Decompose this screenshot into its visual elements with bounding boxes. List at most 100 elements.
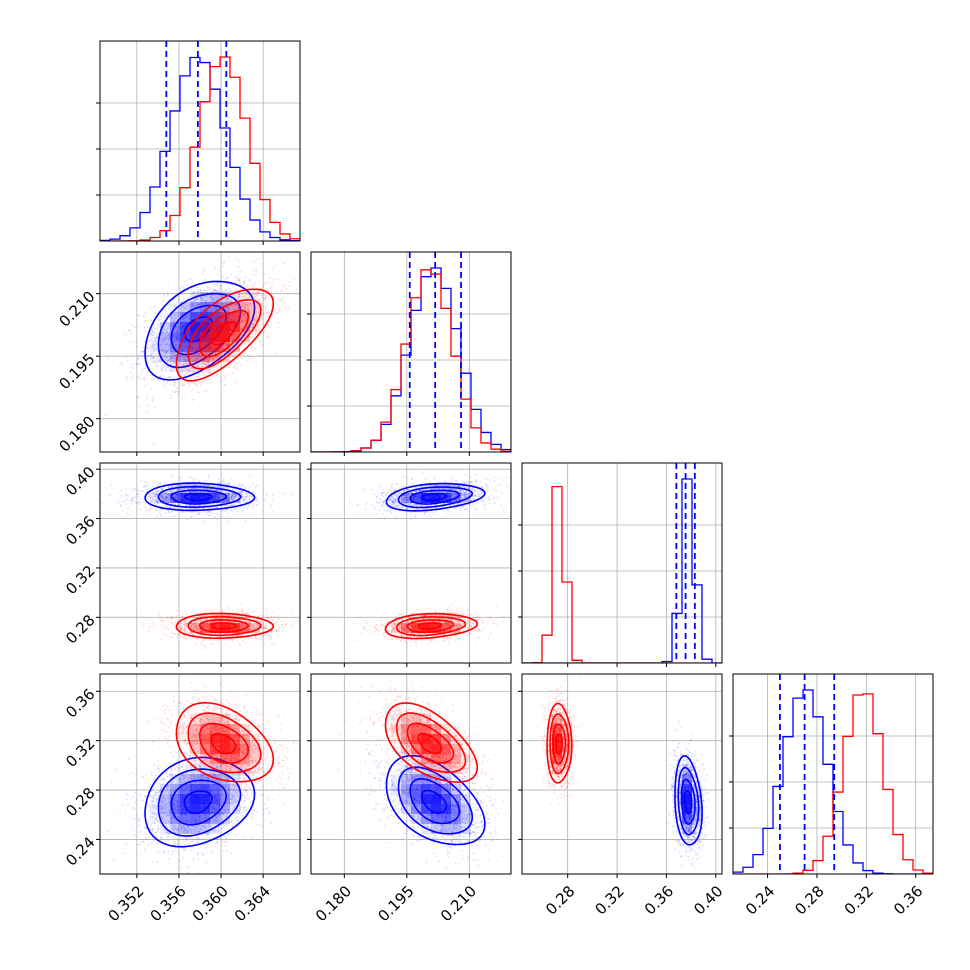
scatter-point-blue [212, 283, 215, 286]
scatter-point-blue [204, 488, 207, 490]
scatter-point-blue [146, 351, 149, 354]
scatter-point-red [196, 359, 198, 361]
scatter-point-blue [193, 370, 196, 373]
scatter-point-blue [235, 494, 238, 497]
scatter-point-red [193, 368, 196, 371]
density-bin-blue [190, 483, 200, 493]
scatter-point-blue [124, 377, 127, 380]
scatter-point-blue [178, 326, 181, 328]
scatter-point-red [183, 384, 185, 387]
scatter-point-blue [131, 363, 134, 366]
scatter-point-red [264, 273, 266, 276]
scatter-point-red [277, 310, 280, 313]
y-tick-label: 0.195 [55, 350, 98, 393]
scatter-point-red [183, 343, 186, 346]
scatter-point-blue [151, 346, 153, 348]
scatter-point-blue [195, 298, 198, 301]
density-bin-blue [230, 292, 240, 302]
scatter-point-blue [175, 489, 178, 492]
scatter-point-blue [181, 355, 184, 357]
density-bin-blue [190, 312, 200, 322]
scatter-point-red [237, 296, 240, 299]
scatter-point-blue [145, 484, 148, 486]
scatter-point-red [185, 330, 187, 332]
scatter-point-red [192, 348, 194, 350]
scatter-point-red [262, 313, 265, 315]
scatter-point-blue [243, 500, 245, 502]
scatter-point-blue [133, 501, 136, 503]
scatter-point-blue [188, 304, 191, 306]
scatter-point-blue [161, 340, 164, 343]
scatter-point-blue [221, 303, 224, 306]
scatter-point-blue [196, 504, 199, 507]
scatter-point-red [237, 295, 240, 298]
scatter-point-blue [150, 332, 152, 335]
scatter-point-blue [155, 493, 158, 496]
scatter-point-blue [199, 288, 202, 291]
scatter-point-blue [195, 478, 198, 481]
scatter-point-blue [173, 488, 175, 491]
scatter-point-red [230, 356, 233, 358]
scatter-point-red [250, 344, 252, 347]
scatter-point-red [229, 301, 232, 303]
scatter-point-red [226, 305, 229, 308]
scatter-point-red [259, 318, 262, 321]
scatter-point-blue [179, 287, 182, 290]
scatter-point-blue [186, 297, 189, 300]
scatter-point-blue [238, 491, 241, 493]
scatter-point-blue [168, 505, 171, 508]
scatter-point-blue [165, 492, 168, 494]
scatter-point-red [262, 323, 265, 325]
scatter-point-blue [191, 288, 193, 290]
scatter-point-blue [190, 366, 192, 369]
scatter-point-blue [162, 492, 165, 494]
contour-red [198, 309, 250, 358]
scatter-point-red [275, 306, 278, 309]
scatter-point-blue [209, 358, 212, 360]
scatter-point-blue [219, 481, 222, 483]
scatter-point-blue [280, 298, 283, 301]
scatter-point-red [197, 362, 199, 365]
scatter-point-blue [139, 508, 142, 511]
scatter-point-blue [220, 502, 223, 505]
scatter-point-blue [216, 289, 219, 292]
scatter-point-blue [223, 383, 226, 386]
scatter-point-blue [200, 355, 203, 358]
density-bin-red [240, 312, 250, 322]
density-bin-red [180, 362, 190, 372]
scatter-point-red [181, 369, 184, 372]
density-bin-red [210, 332, 220, 342]
scatter-point-blue [155, 493, 158, 496]
scatter-point-blue [156, 502, 159, 505]
scatter-point-red [229, 363, 232, 365]
scatter-point-blue [171, 510, 174, 513]
scatter-point-blue [130, 503, 133, 505]
scatter-point-blue [234, 307, 236, 310]
scatter-point-red [215, 304, 218, 307]
scatter-point-blue [167, 323, 170, 326]
scatter-point-blue [235, 281, 237, 284]
scatter-point-blue [227, 297, 230, 300]
scatter-point-red [143, 376, 146, 379]
scatter-point-red [201, 371, 203, 374]
scatter-point-blue [131, 487, 134, 490]
scatter-point-blue [229, 290, 232, 292]
scatter-point-red [176, 620, 179, 622]
scatter-point-blue [143, 500, 145, 503]
scatter-point-blue [226, 300, 228, 302]
scatter-point-blue [159, 511, 161, 514]
scatter-point-blue [194, 491, 197, 493]
scatter-point-blue [157, 501, 160, 503]
scatter-point-red [193, 299, 196, 302]
scatter-point-red [195, 358, 198, 361]
scatter-point-blue [250, 306, 253, 309]
scatter-point-blue [203, 270, 206, 272]
scatter-point-red [222, 361, 225, 363]
scatter-point-blue [170, 506, 173, 509]
scatter-point-red [262, 644, 265, 647]
scatter-point-red [214, 352, 217, 355]
scatter-point-red [217, 304, 220, 307]
scatter-point-blue [167, 499, 170, 501]
scatter-point-blue [162, 339, 165, 342]
scatter-point-blue [154, 347, 156, 350]
